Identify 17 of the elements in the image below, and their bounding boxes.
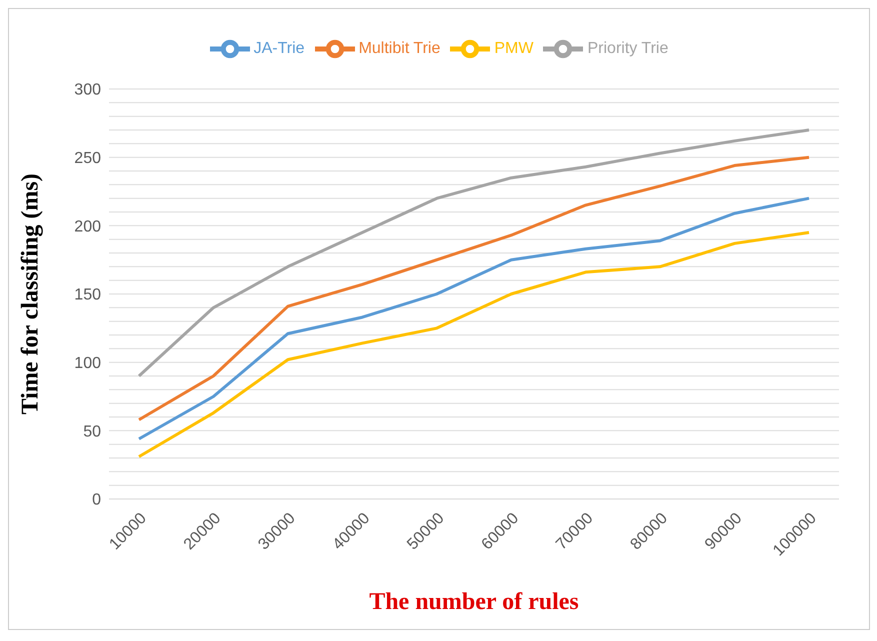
legend-label: PMW bbox=[494, 40, 534, 58]
y-tick-label: 50 bbox=[83, 423, 102, 440]
y-axis-title: Time for classifing (ms) bbox=[18, 173, 44, 415]
y-tick-label: 0 bbox=[92, 492, 102, 509]
y-tick-label: 300 bbox=[74, 82, 102, 99]
line-series bbox=[138, 231, 810, 458]
x-axis-title: The number of rules bbox=[369, 589, 579, 615]
y-tick-label: 250 bbox=[74, 150, 102, 168]
y-tick-label: 150 bbox=[74, 286, 102, 304]
legend-label: Multibit Trie bbox=[358, 40, 440, 58]
line-series bbox=[138, 128, 810, 378]
y-tick-label: 200 bbox=[74, 218, 102, 236]
line-series bbox=[138, 156, 810, 422]
legend-label: Priority Trie bbox=[587, 40, 668, 58]
line-series bbox=[138, 196, 810, 440]
y-tick-label: 100 bbox=[74, 355, 102, 372]
legend-label: JA-Trie bbox=[254, 40, 305, 58]
